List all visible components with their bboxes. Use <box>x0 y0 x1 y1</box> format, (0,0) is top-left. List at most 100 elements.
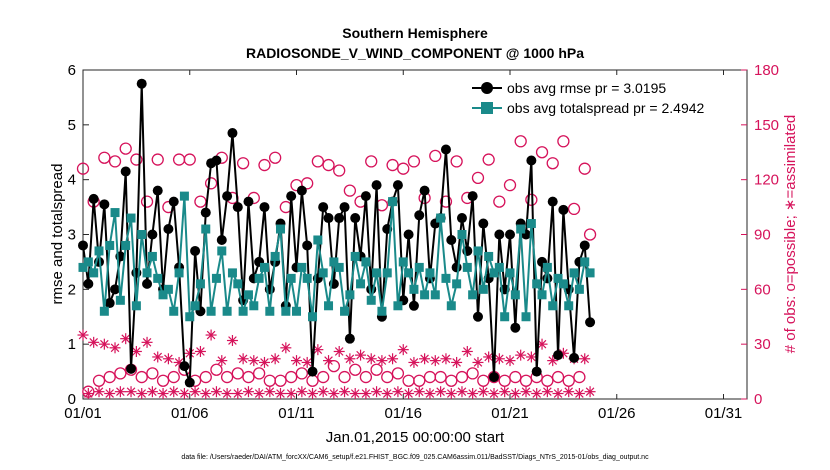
possible-obs-point <box>194 195 207 208</box>
assimilated-obs-point <box>483 351 495 363</box>
assimilated-obs-point <box>461 345 473 357</box>
assimilated-obs-point <box>307 388 319 400</box>
possible-obs-point <box>370 363 383 376</box>
y-axis-left: 0 1 2 3 4 5 6 <box>68 62 89 408</box>
chart-subtitle: RADIOSONDE_V_WIND_COMPONENT @ 1000 hPa <box>246 45 584 61</box>
asterisk-stroke <box>334 347 344 356</box>
spread-point <box>356 279 366 289</box>
spread-point <box>163 284 173 294</box>
y-left-tick-label: 5 <box>68 117 76 134</box>
possible-obs-point <box>295 367 308 380</box>
possible-obs-point <box>274 374 287 387</box>
assimilated-obs-point <box>333 345 345 357</box>
legend-rmse-marker <box>481 82 493 94</box>
asterisk-stroke <box>292 356 301 365</box>
rmse-point <box>232 202 243 213</box>
spread-point <box>526 219 536 229</box>
chart-title: Southern Hemisphere <box>342 25 488 41</box>
assimilated-obs-point <box>371 386 383 398</box>
assimilated-obs-point <box>146 386 158 398</box>
legend-spread-marker <box>481 102 493 114</box>
rmse-point <box>259 202 270 213</box>
rmse-point <box>323 213 334 224</box>
assimilated-obs-point <box>93 386 105 398</box>
possible-obs-point <box>103 370 116 384</box>
y-right-tick-label: 180 <box>754 62 779 79</box>
asterisk-stroke <box>329 389 339 398</box>
spread-point <box>548 301 558 311</box>
possible-obs-point <box>445 374 458 387</box>
asterisk-stroke <box>340 387 349 397</box>
asterisk-stroke <box>553 389 563 398</box>
possible-obs-point <box>546 157 559 170</box>
y-left-tick-label: 3 <box>68 227 76 244</box>
rmse-point <box>318 202 329 213</box>
rmse-point <box>83 278 94 289</box>
asterisk-stroke <box>345 354 355 364</box>
assimilated-obs-point <box>274 388 286 400</box>
rmse-point <box>296 185 307 196</box>
possible-obs-point <box>359 370 373 384</box>
rmse-point <box>558 204 569 215</box>
asterisk-stroke <box>372 387 381 397</box>
asterisk-stroke <box>356 350 365 360</box>
x-axis: 01/01 01/06 01/11 01/16 01/21 01/26 01/31 <box>64 70 742 422</box>
assimilated-obs-point <box>253 388 265 400</box>
legend-box <box>465 78 742 118</box>
spread-point <box>259 262 269 272</box>
possible-obs-point <box>114 367 127 380</box>
possible-obs-point <box>343 184 357 197</box>
assimilated-obs-point <box>344 353 356 365</box>
y-left-tick-label: 1 <box>68 336 76 353</box>
asterisk-stroke <box>132 347 141 356</box>
assimilated-obs-point <box>125 386 137 398</box>
x-tick-label: 01/26 <box>598 405 636 422</box>
line-series-layer <box>78 78 596 388</box>
possible-obs-point <box>386 158 399 172</box>
possible-obs-point <box>535 146 549 159</box>
asterisk-stroke <box>425 389 435 398</box>
spread-point <box>195 279 205 289</box>
asterisk-stroke <box>185 348 195 358</box>
assimilated-obs-point <box>104 388 116 400</box>
asterisk-stroke <box>302 358 312 367</box>
y-axis-right-label: # of obs: o=possible; ∗=assimilated <box>782 115 799 354</box>
spread-point <box>585 268 595 278</box>
spread-point <box>340 306 350 316</box>
asterisk-stroke <box>580 354 590 364</box>
x-tick-label: 01/16 <box>384 405 422 422</box>
asterisk-stroke <box>537 339 547 349</box>
asterisk-stroke <box>404 389 413 398</box>
x-tick-label: 01/21 <box>491 405 529 422</box>
rmse-point <box>222 191 233 202</box>
rmse-line <box>82 83 592 383</box>
rmse-point <box>360 191 371 202</box>
possible-obs-point <box>252 367 266 380</box>
spread-point <box>393 301 403 311</box>
y-axis-right: 0 30 60 90 120 150 180 <box>741 62 779 408</box>
asterisk-stroke <box>116 387 125 397</box>
spread-point <box>334 262 344 272</box>
rmse-point <box>78 240 88 251</box>
rmse-point <box>440 144 451 155</box>
y-left-tick-label: 4 <box>68 172 76 189</box>
spread-point <box>409 284 419 294</box>
rmse-point <box>104 298 115 309</box>
possible-obs-point <box>98 151 111 164</box>
legend-spread-label: obs avg totalspread pr = 2.4942 <box>507 100 705 116</box>
asterisk-stroke <box>511 389 520 398</box>
assimilated-obs-point <box>157 388 169 400</box>
spread-point <box>169 306 179 316</box>
possible-obs-point <box>236 157 250 170</box>
possible-obs-point <box>119 142 132 155</box>
possible-obs-point <box>349 363 362 376</box>
asterisk-stroke <box>489 389 499 398</box>
spread-point <box>345 290 355 300</box>
spread-point <box>494 262 504 272</box>
asterisk-stroke <box>89 338 98 347</box>
spread-point <box>249 301 259 311</box>
asterisk-stroke <box>324 356 333 365</box>
rmse-point <box>569 352 580 363</box>
asterisk-stroke <box>500 387 509 397</box>
